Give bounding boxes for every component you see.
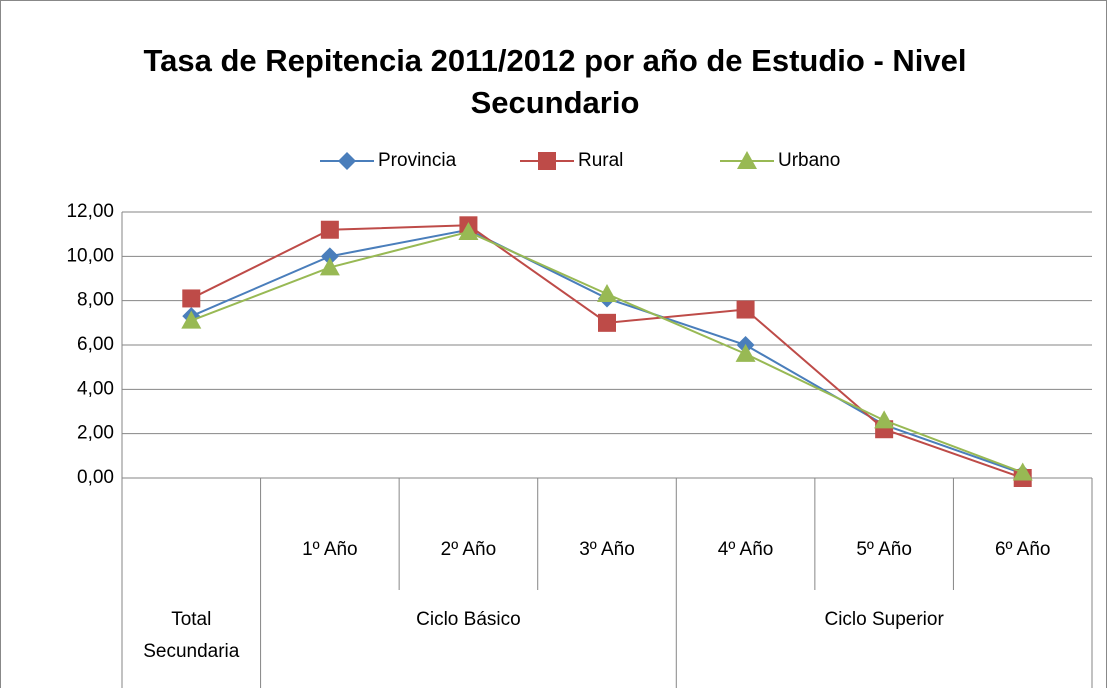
legend-label: Urbano <box>778 150 840 171</box>
chart-title: Tasa de Repitencia 2011/2012 por año de … <box>143 43 967 120</box>
data-point <box>458 221 479 240</box>
data-point <box>735 343 756 362</box>
legend-marker <box>737 151 757 169</box>
x-tick-label: 5º Año <box>856 539 912 560</box>
data-point <box>181 310 202 329</box>
x-tick-label: 2º Año <box>441 539 497 560</box>
legend-marker <box>538 152 556 170</box>
series-line <box>190 230 1024 474</box>
data-point <box>597 284 617 303</box>
y-tick-label: 0,00 <box>77 467 114 488</box>
y-tick-label: 8,00 <box>77 290 114 311</box>
data-point <box>320 220 339 239</box>
data-point <box>182 289 201 308</box>
y-tick-label: 10,00 <box>66 245 114 266</box>
x-tick-label: 3º Año <box>579 539 635 560</box>
data-point <box>874 410 895 429</box>
group-label: Ciclo Superior <box>824 609 944 630</box>
x-tick-label: 6º Año <box>995 539 1051 560</box>
x-tick-label: 4º Año <box>718 539 774 560</box>
data-point <box>320 247 339 266</box>
data-point <box>1012 462 1033 481</box>
data-point <box>736 300 755 319</box>
group-label: Ciclo Básico <box>416 609 521 630</box>
y-tick-label: 6,00 <box>77 334 114 355</box>
y-tick-label: 2,00 <box>77 423 114 444</box>
legend-label: Provincia <box>378 150 457 171</box>
series-line <box>190 228 1024 475</box>
y-tick-label: 12,00 <box>66 201 114 222</box>
data-point <box>319 257 340 276</box>
legend-marker <box>338 152 356 170</box>
data-point <box>598 313 616 332</box>
group-label: Total Secundaria <box>143 609 240 662</box>
y-tick-label: 4,00 <box>77 378 114 399</box>
legend-label: Rural <box>578 150 623 171</box>
x-tick-label: 1º Año <box>302 539 358 560</box>
